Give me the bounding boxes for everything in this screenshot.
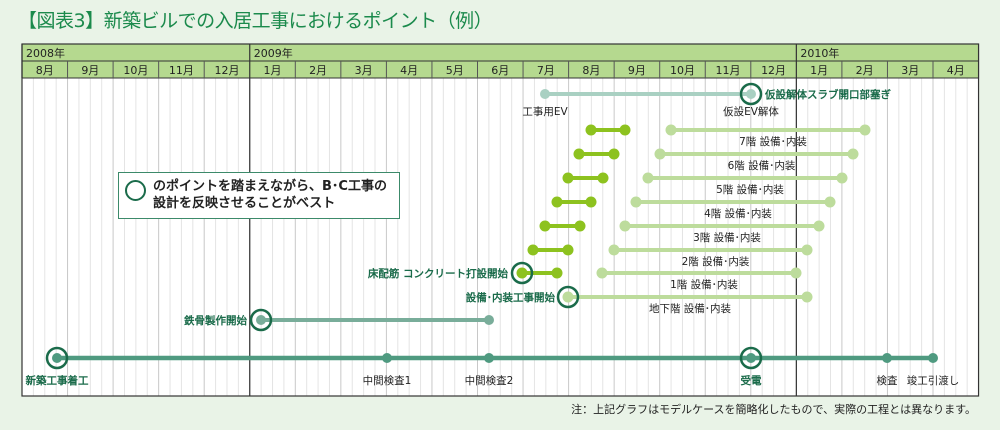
floor7-label: 7階 設備･内装 bbox=[739, 135, 807, 148]
steel-bar-start-dot bbox=[256, 315, 266, 325]
month-label: 2月 bbox=[856, 64, 874, 77]
milestone-m_insp2-label: 中間検査2 bbox=[465, 374, 514, 387]
month-label: 7月 bbox=[537, 64, 555, 77]
floor5-label: 5階 設備･内装 bbox=[716, 183, 784, 196]
floor1-label: 1階 設備･内装 bbox=[670, 278, 738, 291]
slab-label: 仮設解体スラブ開口部塞ぎ bbox=[764, 88, 891, 101]
structure-bar-start-dot bbox=[527, 244, 539, 256]
steel-label: 鉄骨製作開始 bbox=[184, 314, 247, 327]
key-point-circle-icon bbox=[249, 308, 273, 332]
month-label: 5月 bbox=[446, 64, 464, 77]
month-label: 11月 bbox=[716, 64, 741, 77]
floor6-label: 6階 設備･内装 bbox=[728, 159, 796, 172]
fitout-bar-floor3-start-dot bbox=[619, 220, 631, 232]
fitout-start-label: 設備･内装工事開始 bbox=[466, 291, 556, 304]
ev-bar-end-dot bbox=[746, 89, 756, 99]
month-label: 12月 bbox=[214, 64, 239, 77]
structure-bar-end-dot bbox=[597, 172, 609, 184]
floor3-label: 3階 設備･内装 bbox=[693, 231, 761, 244]
floor2-label: 2階 設備･内装 bbox=[682, 255, 750, 268]
milestone-m_insp-label: 検査 bbox=[877, 374, 898, 387]
month-label: 9月 bbox=[628, 64, 646, 77]
structure-bar-start-dot bbox=[562, 172, 574, 184]
fitout-bar-floor7-end-dot bbox=[859, 124, 871, 136]
callout-box: のポイントを踏まえながら、B･C工事の 設計を反映させることがベスト bbox=[118, 172, 400, 219]
key-point-circle-icon bbox=[510, 261, 534, 285]
fitout-bar-floor6-start-dot bbox=[654, 148, 666, 160]
structure-bar-start-dot bbox=[551, 196, 563, 208]
month-label: 12月 bbox=[761, 64, 786, 77]
ev-bar-start-dot bbox=[540, 89, 550, 99]
year-label: 2010年 bbox=[800, 46, 839, 60]
key-point-circle-icon bbox=[739, 82, 763, 106]
structure-bar-end-dot bbox=[585, 196, 597, 208]
fitout-bar-floor2-end-dot bbox=[801, 244, 813, 256]
key-point-circle-icon bbox=[45, 346, 69, 370]
year-label: 2008年 bbox=[26, 46, 65, 60]
month-label: 2月 bbox=[309, 64, 327, 77]
month-label: 4月 bbox=[947, 64, 965, 77]
fitout-bar-basement-start-dot bbox=[562, 291, 574, 303]
fitout-bar-floor4-start-dot bbox=[630, 196, 642, 208]
structure-bar-end-dot bbox=[562, 244, 574, 256]
fitout-bar-floor5-start-dot bbox=[642, 172, 654, 184]
month-label: 6月 bbox=[491, 64, 509, 77]
month-label: 4月 bbox=[400, 64, 418, 77]
fitout-bar-floor1-start-dot bbox=[596, 267, 608, 279]
month-label: 8月 bbox=[36, 64, 54, 77]
month-label: 3月 bbox=[901, 64, 919, 77]
fitout-bar-floor1-end-dot bbox=[790, 267, 802, 279]
milestone-m_handover-label: 竣工引渡し bbox=[907, 374, 960, 387]
fitout-bar-floor3-end-dot bbox=[813, 220, 825, 232]
month-label: 11月 bbox=[169, 64, 194, 77]
fitout-bar-floor2-start-dot bbox=[608, 244, 620, 256]
callout-line-1: のポイントを踏まえながら、B･C工事の bbox=[153, 179, 387, 194]
milestone-dot bbox=[746, 353, 756, 363]
fitout-bar-floor5-end-dot bbox=[836, 172, 848, 184]
milestone-dot bbox=[52, 353, 62, 363]
key-point-circle-icon bbox=[125, 180, 146, 201]
structure-bar-start-dot bbox=[573, 148, 585, 160]
fitout-bar-floor6-end-dot bbox=[847, 148, 859, 160]
basement-label: 地下階 設備･内装 bbox=[649, 302, 732, 315]
month-label: 8月 bbox=[582, 64, 600, 77]
milestone-dot bbox=[382, 353, 392, 363]
fitout-bar-floor4-end-dot bbox=[824, 196, 836, 208]
milestone-dot bbox=[928, 353, 938, 363]
structure-bar-start-dot bbox=[516, 267, 528, 279]
chart-frame bbox=[21, 43, 980, 397]
steel-bar-end-dot bbox=[484, 315, 494, 325]
structure-bar-end-dot bbox=[608, 148, 620, 160]
milestone-m_power-label: 受電 bbox=[741, 374, 762, 387]
floor4-label: 4階 設備･内装 bbox=[704, 207, 772, 220]
structure-bar-start-dot bbox=[539, 220, 551, 232]
milestone-m_start-label: 新築工事着工 bbox=[26, 374, 89, 387]
structure-bar-end-dot bbox=[574, 220, 586, 232]
year-label: 2009年 bbox=[254, 46, 293, 60]
structure-bar-end-dot bbox=[619, 124, 631, 136]
structure-bar-start-dot bbox=[585, 124, 597, 136]
fitout-bar-basement-end-dot bbox=[801, 291, 813, 303]
callout-line-2: 設計を反映させることがベスト bbox=[153, 196, 336, 211]
month-label: 3月 bbox=[355, 64, 373, 77]
month-label: 1月 bbox=[264, 64, 282, 77]
month-label: 1月 bbox=[810, 64, 828, 77]
milestone-m_insp1-label: 中間検査1 bbox=[363, 374, 412, 387]
milestone-dot bbox=[882, 353, 892, 363]
key-point-circle-icon bbox=[556, 285, 580, 309]
figure-title: 【図表3】新築ビルでの入居工事におけるポイント（例） bbox=[18, 10, 493, 32]
key-point-circle-icon bbox=[739, 346, 763, 370]
month-label: 10月 bbox=[123, 64, 148, 77]
month-label: 9月 bbox=[81, 64, 99, 77]
month-label: 10月 bbox=[670, 64, 695, 77]
footnote: 注：上記グラフはモデルケースを簡略化したもので、実際の工程とは異なります。 bbox=[571, 403, 976, 416]
ev-start-label: 工事用EV bbox=[522, 105, 568, 118]
fitout-bar-floor7-start-dot bbox=[665, 124, 677, 136]
structure-bar-end-dot bbox=[551, 267, 563, 279]
ev-end-label: 仮設EV解体 bbox=[723, 105, 779, 118]
milestone-dot bbox=[484, 353, 494, 363]
concrete-label: 床配筋 コンクリート打設開始 bbox=[368, 267, 509, 280]
